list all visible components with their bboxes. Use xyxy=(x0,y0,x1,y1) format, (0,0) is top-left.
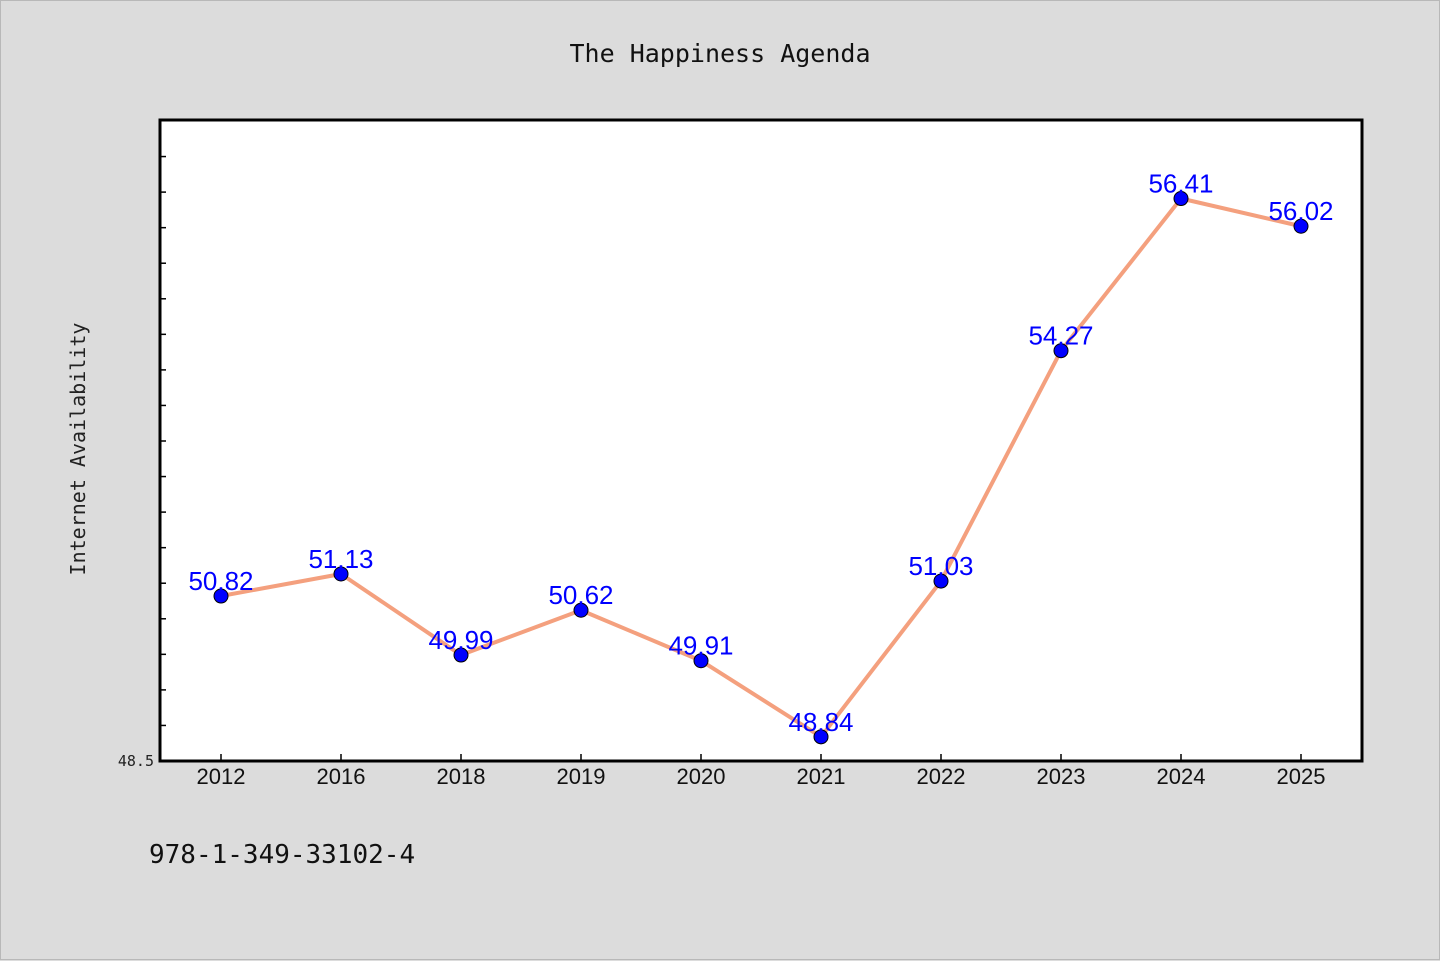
y-tick-labels: 48.5 xyxy=(118,752,154,770)
data-point xyxy=(573,602,589,618)
data-labels: 50.82 51.13 49.99 50.62 49.91 48.84 51.03 54.27… xyxy=(188,169,1333,737)
x-tick-label: 2024 xyxy=(1157,764,1206,789)
y-axis-ticks xyxy=(161,155,166,727)
x-tick-label: 2018 xyxy=(437,764,486,789)
data-label: 50.62 xyxy=(548,580,613,610)
y-tick-label: 48.5 xyxy=(118,752,154,770)
x-tick-label: 2023 xyxy=(1037,764,1086,789)
data-point xyxy=(933,573,949,589)
chart-title: The Happiness Agenda xyxy=(569,39,870,68)
x-tick-label: 2016 xyxy=(317,764,366,789)
plot-area xyxy=(158,118,1364,763)
x-axis-ticks xyxy=(220,754,1302,761)
data-point xyxy=(333,566,349,582)
data-point xyxy=(453,647,469,663)
data-points xyxy=(213,191,1309,745)
data-label: 54.27 xyxy=(1028,321,1093,351)
data-point xyxy=(1173,191,1189,207)
data-label: 51.13 xyxy=(308,544,373,574)
series-line-group xyxy=(220,196,1302,739)
x-tick-label: 2019 xyxy=(557,764,606,789)
data-label: 48.84 xyxy=(788,707,853,737)
x-tick-label: 2021 xyxy=(797,764,846,789)
x-tick-label: 2012 xyxy=(197,764,246,789)
x-tick-label: 2022 xyxy=(917,764,966,789)
data-point xyxy=(1053,343,1069,359)
data-point xyxy=(813,729,829,745)
x-tick-label: 2020 xyxy=(677,764,726,789)
x-tick-label: 2025 xyxy=(1277,764,1326,789)
series-line xyxy=(220,196,1302,739)
data-label: 49.91 xyxy=(668,631,733,661)
data-point xyxy=(693,653,709,669)
x-tick-labels: 2012 2016 2018 2019 2020 2021 2022 2023 2024 2025 xyxy=(197,764,1326,789)
data-label: 56.41 xyxy=(1148,169,1213,199)
data-label: 51.03 xyxy=(908,551,973,581)
isbn-text: 978-1-349-33102-4 xyxy=(149,840,415,870)
y-axis-label: Internet Availability xyxy=(66,323,90,576)
data-point xyxy=(213,588,229,604)
data-label: 50.82 xyxy=(188,566,253,596)
data-label: 49.99 xyxy=(428,625,493,655)
data-point xyxy=(1293,218,1309,234)
data-label: 56.02 xyxy=(1268,196,1333,226)
